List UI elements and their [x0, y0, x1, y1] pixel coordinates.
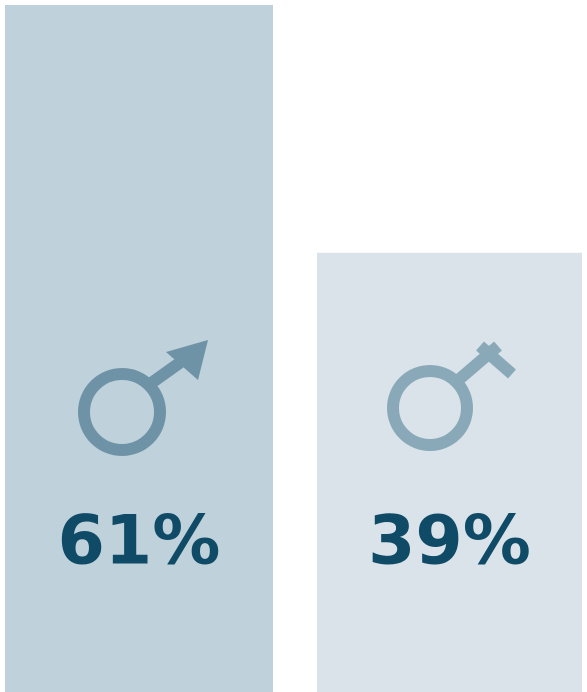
- female-icon-circle: [387, 365, 473, 451]
- female-icon-cross: [476, 341, 516, 379]
- bars: [5, 5, 582, 692]
- male-icon-circle: [78, 368, 166, 456]
- value-label: 39%: [368, 502, 531, 581]
- female-icon: [387, 341, 516, 451]
- value-label: 61%: [58, 502, 221, 581]
- male-icon-arrow-head: [166, 340, 208, 380]
- bar: [317, 252, 582, 692]
- bar: [5, 5, 273, 692]
- male-icon: [78, 340, 208, 456]
